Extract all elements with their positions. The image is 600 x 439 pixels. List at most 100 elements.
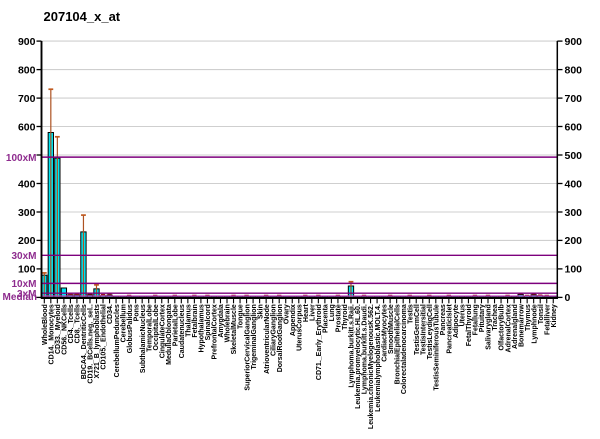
svg-text:400: 400	[565, 178, 583, 190]
svg-text:10xM: 10xM	[11, 279, 36, 290]
svg-text:600: 600	[18, 121, 36, 133]
svg-text:3xM: 3xM	[17, 289, 36, 300]
svg-text:Tonsil: Tonsil	[538, 304, 545, 324]
svg-text:PancreaticIslet: PancreaticIslet	[447, 304, 454, 354]
svg-text:CingulateCortex: CingulateCortex	[159, 304, 166, 358]
svg-text:Lymphoma.burkitt.s.Daudi.: Lymphoma.burkitt.s.Daudi.	[362, 304, 369, 394]
svg-text:Lung: Lung	[329, 304, 336, 321]
svg-text:Adrenalgland: Adrenalgland	[512, 304, 519, 349]
svg-text:Lymphnode: Lymphnode	[531, 304, 538, 344]
svg-text:Placenta: Placenta	[323, 304, 330, 333]
svg-text:207104_x_at: 207104_x_at	[44, 9, 121, 24]
svg-text:CerebellumPeduncles: CerebellumPeduncles	[114, 304, 121, 377]
svg-text:Fetalbrain: Fetalbrain	[192, 304, 199, 337]
svg-text:Pons: Pons	[133, 304, 140, 321]
svg-text:SmoothMuscle: SmoothMuscle	[388, 304, 395, 354]
svg-text:600: 600	[565, 121, 583, 133]
svg-text:700: 700	[565, 93, 583, 105]
svg-text:GlobusPalidus: GlobusPalidus	[127, 304, 134, 353]
svg-text:Thalamus: Thalamus	[186, 304, 193, 337]
svg-text:Leukemia.promyelocytic.HL.60.: Leukemia.promyelocytic.HL.60.	[355, 304, 362, 409]
svg-text:Lymphoma.burkitt.s.Raji.: Lymphoma.burkitt.s.Raji.	[349, 304, 356, 387]
svg-text:900: 900	[18, 36, 36, 48]
svg-text:CD71._Early_Erythroid: CD71._Early_Erythroid	[316, 304, 323, 380]
svg-text:400: 400	[18, 178, 36, 190]
svg-text:TestisSeminiferousTubule: TestisSeminiferousTubule	[434, 304, 441, 391]
svg-text:Adipocyte: Adipocyte	[453, 304, 460, 338]
svg-text:FetalThyroid: FetalThyroid	[466, 304, 473, 346]
svg-text:Hypothalamus: Hypothalamus	[199, 304, 206, 352]
svg-text:Spinalcord: Spinalcord	[205, 304, 212, 340]
svg-text:AdrenalCortex: AdrenalCortex	[505, 304, 512, 352]
svg-text:Tongue: Tongue	[238, 304, 245, 329]
svg-text:CD8._Tcells: CD8._Tcells	[75, 304, 82, 343]
svg-text:TemporalLobe: TemporalLobe	[146, 304, 153, 352]
svg-text:SkeletalMuscle: SkeletalMuscle	[231, 304, 238, 354]
svg-text:200: 200	[18, 235, 36, 247]
svg-text:Appendix: Appendix	[290, 304, 297, 336]
svg-text:PrefrontalCortex: PrefrontalCortex	[212, 304, 219, 359]
svg-text:ParietalLobe: ParietalLobe	[173, 304, 180, 346]
svg-text:Wholebrain: Wholebrain	[225, 304, 232, 342]
svg-text:TestisLeydigCell: TestisLeydigCell	[427, 304, 434, 359]
svg-text:900: 900	[565, 36, 583, 48]
svg-text:BronchialEpithelialCells: BronchialEpithelialCells	[394, 304, 401, 384]
svg-text:X721_B_lymphoblasts: X721_B_lymphoblasts	[94, 304, 101, 378]
svg-text:Prostate: Prostate	[336, 304, 343, 332]
svg-text:0: 0	[565, 292, 571, 304]
svg-text:CD33._Myeloid: CD33._Myeloid	[55, 304, 62, 354]
svg-text:Leukemialymphoblastic.MOLT.4.: Leukemialymphoblastic.MOLT.4.	[375, 304, 382, 412]
svg-text:500: 500	[565, 150, 583, 162]
svg-text:Caudatenucleus: Caudatenucleus	[179, 304, 186, 358]
svg-text:300: 300	[18, 207, 36, 219]
svg-text:Thyroid: Thyroid	[342, 304, 349, 330]
svg-text:CD105._Endothelial: CD105._Endothelial	[101, 304, 108, 369]
svg-text:Trachea: Trachea	[492, 304, 499, 331]
svg-text:CD34.: CD34.	[107, 304, 114, 324]
svg-text:DorsalRootGanglion: DorsalRootGanglion	[277, 304, 284, 372]
svg-text:OccipitalLobe: OccipitalLobe	[153, 304, 160, 350]
svg-text:BDCA4._DentriticCells: BDCA4._DentriticCells	[81, 304, 88, 379]
svg-text:Median: Median	[3, 292, 37, 303]
svg-text:WholeBlood: WholeBlood	[42, 304, 49, 345]
svg-text:Ovary: Ovary	[283, 304, 290, 324]
svg-text:TrigeminalGanglion: TrigeminalGanglion	[251, 304, 258, 369]
svg-text:Liver: Liver	[310, 304, 317, 321]
svg-text:100xM: 100xM	[6, 153, 37, 164]
svg-text:TestisGermCell: TestisGermCell	[414, 304, 421, 355]
svg-text:Amygdala: Amygdala	[218, 304, 225, 338]
svg-text:SubthalamicNucleus: SubthalamicNucleus	[140, 304, 147, 373]
svg-text:Bonemarrow: Bonemarrow	[518, 304, 525, 347]
svg-text:100: 100	[18, 264, 36, 276]
svg-text:CD4._Tcells: CD4._Tcells	[68, 304, 75, 343]
svg-text:UterusCorpus: UterusCorpus	[296, 304, 303, 351]
svg-text:CD19._BCells.neg._sel..: CD19._BCells.neg._sel..	[88, 304, 95, 383]
svg-text:800: 800	[565, 64, 583, 76]
svg-text:OlfactoryBulb: OlfactoryBulb	[499, 304, 506, 350]
svg-text:Cerebellum: Cerebellum	[120, 304, 127, 342]
svg-text:Testis: Testis	[407, 304, 414, 324]
svg-text:CD14._Monocytes: CD14._Monocytes	[49, 304, 56, 364]
svg-text:Fetalliver: Fetalliver	[544, 304, 551, 335]
svg-text:700: 700	[18, 93, 36, 105]
svg-text:CD56._NKCells: CD56._NKCells	[62, 304, 69, 355]
svg-text:300: 300	[565, 207, 583, 219]
svg-text:Kidney: Kidney	[551, 304, 558, 327]
svg-text:SuperiorCervicalGanglion: SuperiorCervicalGanglion	[244, 304, 251, 390]
svg-text:Pituitary: Pituitary	[479, 304, 486, 332]
svg-text:CardiacMyocytes: CardiacMyocytes	[381, 304, 388, 362]
svg-text:Fetallung: Fetallung	[473, 304, 480, 335]
svg-text:Pancreas: Pancreas	[440, 304, 447, 335]
svg-text:800: 800	[18, 64, 36, 76]
svg-text:Uterus: Uterus	[460, 304, 467, 326]
svg-text:Leukemia.chronicMyelogenousK.5: Leukemia.chronicMyelogenousK.562.	[368, 304, 375, 429]
svg-text:Heart: Heart	[303, 304, 310, 323]
svg-text:Salivarygland: Salivarygland	[486, 304, 493, 350]
svg-text:TestisIntersitial: TestisIntersitial	[420, 304, 427, 355]
svg-text:100: 100	[565, 264, 583, 276]
svg-text:CiliaryGanglion: CiliaryGanglion	[270, 304, 277, 356]
svg-text:AtrioventricularNode: AtrioventricularNode	[264, 304, 271, 374]
svg-text:30xM: 30xM	[11, 251, 36, 262]
svg-text:Colorectaladenocarcinoma: Colorectaladenocarcinoma	[401, 304, 408, 394]
svg-text:Thymus: Thymus	[525, 304, 532, 331]
